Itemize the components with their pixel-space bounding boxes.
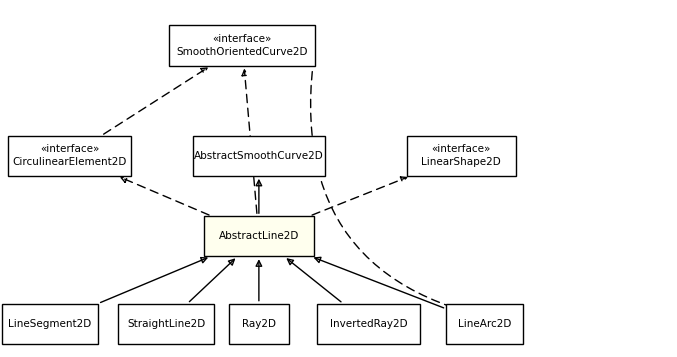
FancyBboxPatch shape xyxy=(204,216,313,256)
FancyBboxPatch shape xyxy=(317,303,420,344)
FancyBboxPatch shape xyxy=(446,303,523,344)
Text: «interface»
SmoothOrientedCurve2D: «interface» SmoothOrientedCurve2D xyxy=(177,34,308,57)
FancyBboxPatch shape xyxy=(229,303,289,344)
FancyBboxPatch shape xyxy=(8,136,131,176)
Text: InvertedRay2D: InvertedRay2D xyxy=(330,319,407,329)
FancyBboxPatch shape xyxy=(118,303,214,344)
Text: AbstractLine2D: AbstractLine2D xyxy=(219,231,299,241)
Text: «interface»
LinearShape2D: «interface» LinearShape2D xyxy=(421,144,501,167)
FancyBboxPatch shape xyxy=(406,136,516,176)
Text: LineArc2D: LineArc2D xyxy=(458,319,511,329)
Text: AbstractSmoothCurve2D: AbstractSmoothCurve2D xyxy=(194,151,324,161)
Text: «interface»
CirculinearElement2D: «interface» CirculinearElement2D xyxy=(13,144,127,167)
FancyBboxPatch shape xyxy=(169,25,315,66)
FancyBboxPatch shape xyxy=(192,136,325,176)
FancyBboxPatch shape xyxy=(2,303,98,344)
Text: StraightLine2D: StraightLine2D xyxy=(127,319,205,329)
Text: Ray2D: Ray2D xyxy=(242,319,276,329)
Text: LineSegment2D: LineSegment2D xyxy=(8,319,91,329)
